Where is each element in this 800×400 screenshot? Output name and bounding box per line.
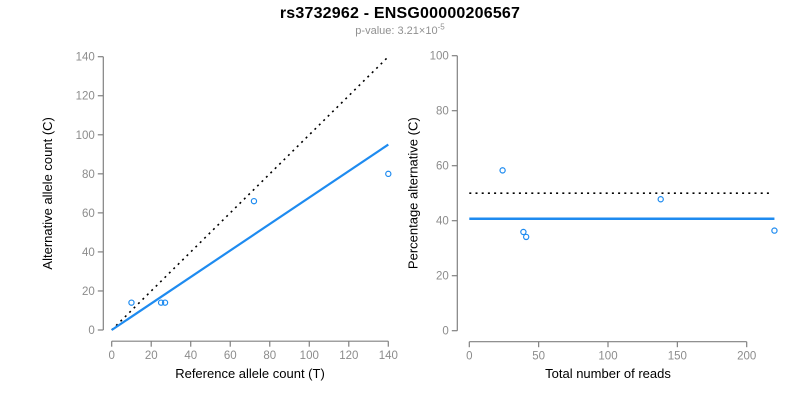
data-point — [157, 299, 165, 306]
x-axis-title: Reference allele count (T) — [175, 366, 325, 381]
y-axis-tick-label: 100 — [430, 51, 449, 63]
x-axis-tick-label: 20 — [145, 350, 158, 362]
y-axis-tick-label: 100 — [76, 130, 95, 142]
data-point — [771, 227, 778, 234]
data-point — [520, 228, 527, 236]
x-axis-tick-label: 40 — [184, 350, 197, 362]
data-point — [522, 233, 530, 241]
y-axis-title: Percentage alternative (C) — [406, 117, 421, 269]
panel-percentage-vs-total-reads: 0 50 100 150 200 0 20 40 60 80 100 Total number of … — [406, 51, 778, 381]
y-axis-tick-label: 20 — [436, 271, 449, 283]
x-axis-tick-label: 80 — [263, 350, 276, 362]
y-axis-tick-label: 0 — [88, 325, 94, 337]
x-axis-tick-label: 200 — [737, 351, 756, 363]
x-axis-tick-label: 50 — [532, 351, 545, 363]
data-point — [499, 167, 506, 174]
data-point — [250, 197, 258, 205]
y-axis-tick-label: 120 — [76, 91, 95, 103]
panel-ref-vs-alt-counts: 0 20 40 60 80 100 120 140 0 20 40 60 80 100 120 140 Refe… — [40, 52, 398, 381]
y-axis-tick-label: 20 — [82, 286, 95, 298]
x-axis-tick-label: 100 — [300, 350, 319, 362]
x-axis-tick-label: 150 — [668, 351, 687, 363]
identity-line — [111, 56, 389, 331]
data-point — [657, 196, 664, 203]
x-axis-tick-label: 140 — [379, 350, 398, 362]
y-axis-tick-label: 40 — [82, 247, 95, 259]
x-axis-tick-label: 120 — [339, 350, 358, 362]
y-axis-tick-label: 80 — [82, 169, 95, 181]
data-point — [385, 170, 392, 178]
fit-line — [111, 143, 389, 331]
x-axis-tick-label: 60 — [224, 350, 237, 362]
y-axis-tick-label: 40 — [436, 216, 449, 228]
y-axis-tick-label: 60 — [82, 208, 95, 220]
y-axis-title: Alternative allele count (C) — [40, 117, 55, 269]
x-axis-title: Total number of reads — [545, 366, 671, 381]
y-axis-tick-label: 140 — [76, 52, 95, 64]
y-axis-tick-label: 0 — [442, 326, 448, 338]
x-axis-tick-label: 100 — [598, 351, 617, 363]
x-axis-tick-label: 0 — [466, 351, 472, 363]
x-axis-tick-label: 0 — [108, 350, 114, 362]
data-point — [161, 299, 169, 306]
y-axis-tick-label: 60 — [436, 161, 449, 173]
y-axis-tick-label: 80 — [436, 106, 449, 118]
data-point — [128, 299, 135, 306]
